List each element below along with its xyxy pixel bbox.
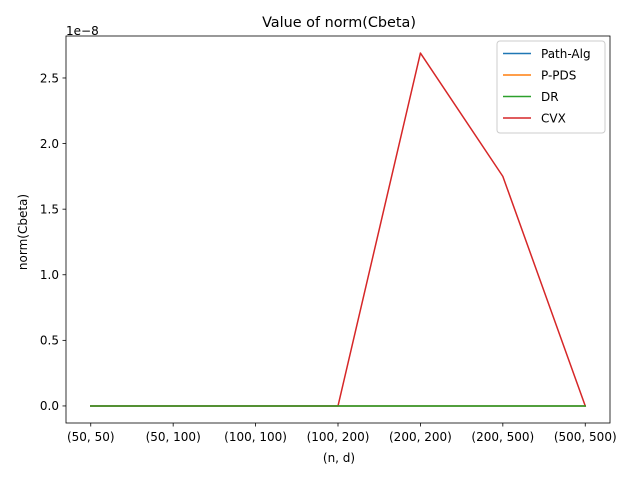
legend-entry: Path-Alg bbox=[541, 47, 591, 61]
legend: Path-Alg P-PDS DR CVX bbox=[496, 40, 606, 134]
legend-entry: CVX bbox=[541, 112, 566, 126]
legend-entry: DR bbox=[541, 90, 559, 104]
chart-title: Value of norm(Cbeta) bbox=[262, 15, 416, 31]
y-tick-label: 2.5 bbox=[40, 71, 59, 85]
y-tick-label: 2.0 bbox=[40, 137, 59, 151]
x-tick-label: (500, 500) bbox=[554, 430, 617, 444]
x-tick-label: (100, 200) bbox=[307, 430, 370, 444]
y-tick-label: 0.0 bbox=[40, 399, 59, 413]
y-axis-label: norm(Cbeta) bbox=[16, 194, 30, 270]
x-tick-label: (100, 100) bbox=[224, 430, 287, 444]
x-tick-label: (200, 500) bbox=[471, 430, 534, 444]
y-offset-label: 1e−8 bbox=[66, 24, 99, 38]
x-tick-label: (50, 50) bbox=[67, 430, 115, 444]
x-tick-label: (50, 100) bbox=[146, 430, 201, 444]
x-tick-label: (200, 200) bbox=[389, 430, 452, 444]
y-tick-label: 0.5 bbox=[40, 334, 59, 348]
x-axis-label: (n, d) bbox=[323, 451, 355, 465]
y-tick-label: 1.0 bbox=[40, 268, 59, 282]
y-tick-label: 1.5 bbox=[40, 202, 59, 216]
legend-entry: P-PDS bbox=[541, 69, 576, 83]
plot-area: (50, 50) (50, 100) (100, 100) (100, 200) (20… bbox=[40, 35, 617, 444]
legend-box bbox=[496, 40, 606, 134]
